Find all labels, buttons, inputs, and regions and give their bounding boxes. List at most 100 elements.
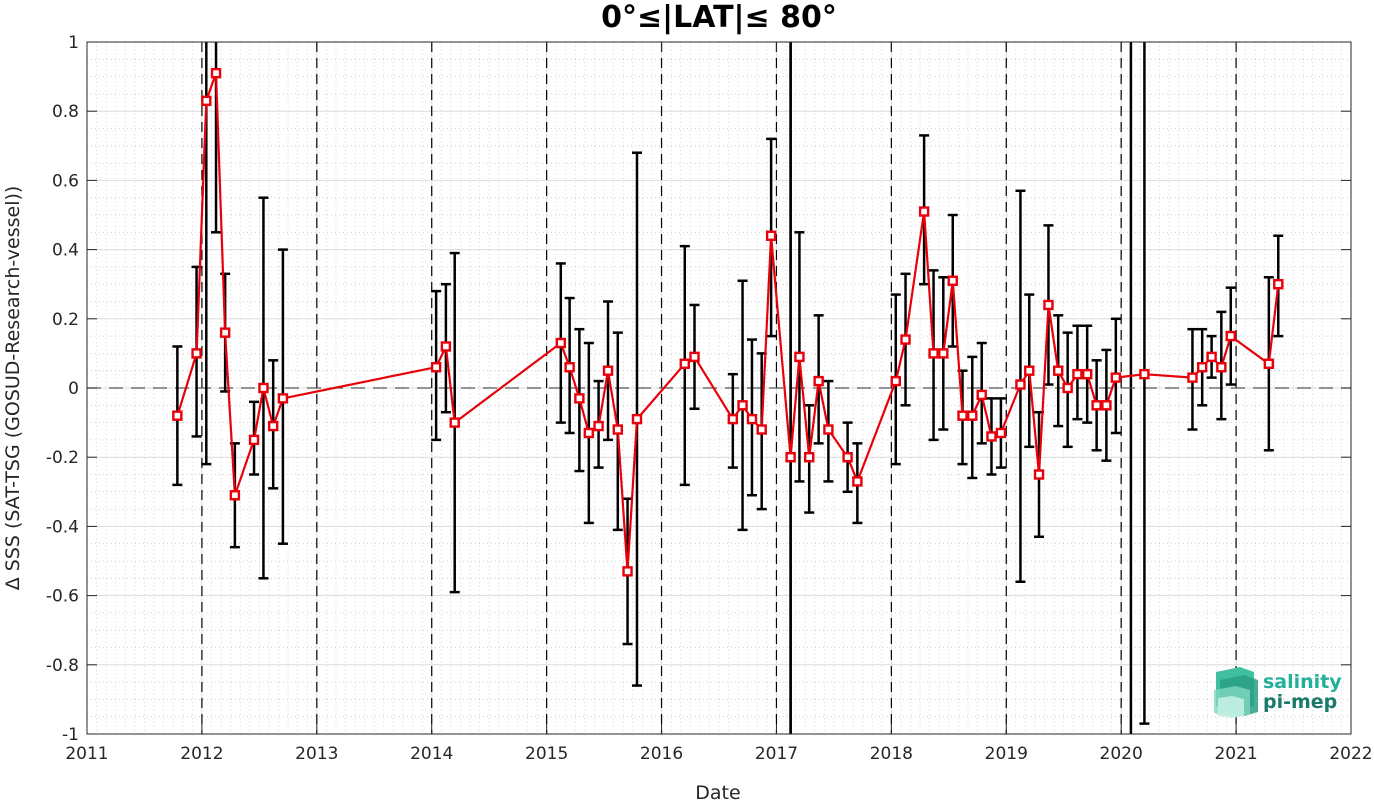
logo-text-pi-mep: pi-mep (1263, 691, 1337, 713)
x-tick-label: 2013 (295, 744, 338, 764)
x-tick-label: 2017 (755, 744, 798, 764)
x-tick-label: 2020 (1100, 744, 1143, 764)
x-tick-label: 2011 (65, 744, 108, 764)
y-tick-label: 1 (68, 33, 79, 53)
data-point-marker (852, 476, 863, 487)
data-point-marker (593, 420, 604, 432)
data-point-marker (689, 351, 700, 363)
data-point-marker (555, 337, 567, 349)
y-tick-label: 0.8 (52, 102, 79, 122)
data-point-marker (1024, 365, 1035, 376)
x-tick-label: 2019 (985, 744, 1028, 764)
x-tick-label: 2018 (870, 744, 913, 764)
x-tick-label: 2015 (525, 744, 568, 764)
data-point-marker (172, 410, 183, 421)
x-tick-label: 2022 (1329, 744, 1372, 764)
data-point-marker (803, 452, 815, 463)
data-point-marker (1081, 368, 1093, 380)
data-point-marker (574, 393, 585, 404)
data-point-marker (1053, 365, 1064, 376)
data-point-marker (1062, 382, 1073, 394)
data-markers (172, 67, 1284, 577)
data-point-marker (258, 382, 269, 394)
y-tick-label: 0.4 (52, 241, 79, 261)
salinity-pi-mep-logo: salinity pi-mep (1214, 667, 1342, 718)
data-point-marker (737, 400, 748, 411)
y-tick-label: -0.4 (46, 517, 79, 537)
data-point-marker (1101, 400, 1112, 411)
data-point-marker (583, 427, 595, 439)
y-tick-label: -0.2 (46, 448, 79, 468)
data-point-marker (900, 334, 911, 345)
x-tick-label: 2016 (640, 744, 683, 764)
data-point-marker (1033, 469, 1045, 480)
data-point-marker (219, 327, 231, 338)
data-point-marker (1043, 299, 1054, 311)
data-point-marker (794, 351, 805, 363)
data-point-marker (1263, 358, 1275, 369)
data-point-marker (440, 341, 452, 352)
y-tick-label: 0.6 (52, 171, 79, 191)
data-point-marker (191, 348, 202, 359)
data-point-marker (995, 427, 1007, 439)
y-tick-labels: -1 -0.8 -0.6 -0.4 -0.2 0 0.2 0.4 0.6 0.8 1 (46, 33, 79, 745)
axis-ticks (86, 41, 1352, 735)
x-tick-label: 2012 (180, 744, 223, 764)
data-point-marker (976, 389, 987, 401)
data-point-marker (756, 424, 767, 435)
x-tick-label: 2021 (1214, 744, 1257, 764)
x-tick-label: 2014 (410, 744, 453, 764)
data-point-marker (1225, 330, 1236, 342)
y-tick-label: -0.6 (46, 587, 79, 607)
data-point-marker (430, 362, 442, 373)
y-tick-label: 0.2 (52, 310, 79, 330)
data-point-marker (938, 348, 949, 359)
data-point-marker (612, 424, 623, 435)
logo-mark-icon (1214, 667, 1258, 718)
data-point-marker (602, 365, 614, 376)
data-point-marker (1015, 379, 1026, 390)
data-point-marker (277, 393, 289, 404)
y-tick-label: -1 (62, 725, 79, 745)
x-tick-labels: 2011 2012 2013 2014 2015 2016 2017 2018 2019 2020… (65, 744, 1372, 764)
data-point-marker (1187, 372, 1198, 383)
data-point-marker (1091, 400, 1102, 411)
data-point-marker (765, 230, 777, 241)
data-point-marker (1273, 279, 1284, 290)
data-point-marker (201, 95, 212, 107)
data-point-marker (229, 490, 241, 501)
data-point-marker (746, 413, 758, 425)
y-tick-label: -0.8 (46, 656, 79, 676)
data-point-marker (1110, 372, 1122, 383)
data-point-marker (727, 413, 739, 425)
data-point-marker (1196, 362, 1208, 373)
data-point-marker (813, 375, 824, 387)
minor-grid (87, 42, 1351, 734)
data-point-marker (622, 566, 633, 577)
data-point-marker (842, 452, 853, 463)
data-point-marker (890, 375, 901, 387)
data-point-marker (967, 410, 978, 421)
data-point-marker (1072, 368, 1083, 380)
data-point-marker (957, 410, 968, 421)
data-point-marker (631, 413, 643, 425)
data-point-marker (267, 420, 279, 432)
data-point-marker (928, 348, 939, 359)
data-point-marker (564, 362, 575, 373)
data-point-marker (1139, 368, 1150, 380)
data-point-marker (986, 431, 997, 442)
data-point-marker (1216, 362, 1227, 373)
data-point-marker (785, 452, 796, 463)
chart-title: 0°≤|LAT|≤ 80° (601, 0, 837, 35)
data-point-marker (679, 358, 690, 369)
data-point-marker (1206, 351, 1217, 363)
data-point-marker (918, 206, 930, 217)
y-tick-label: 0 (68, 379, 79, 399)
data-point-marker (210, 67, 222, 79)
logo-text-salinity: salinity (1263, 671, 1342, 693)
data-point-marker (248, 434, 260, 446)
y-axis-label: Δ SSS (SAT-TSG (GOSUD-Research-vessel)) (2, 186, 24, 591)
x-axis-label: Date (695, 782, 740, 801)
data-point-marker (823, 424, 834, 435)
